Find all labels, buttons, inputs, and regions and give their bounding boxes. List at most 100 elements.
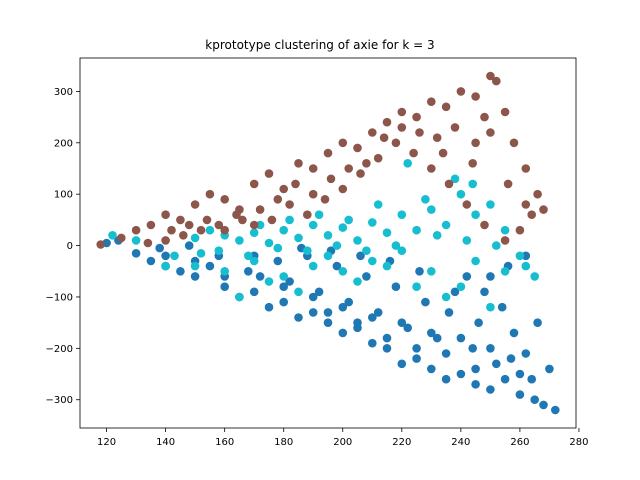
scatter-point-1-44	[412, 282, 421, 292]
scatter-point-0-40	[421, 297, 430, 307]
scatter-point-1-53	[391, 241, 401, 250]
scatter-point-0-52	[373, 308, 383, 317]
scatter-point-1-36	[220, 267, 229, 276]
scatter-point-0-13	[294, 313, 303, 322]
scatter-point-1-17	[397, 210, 407, 219]
scatter-point-2-39	[409, 148, 418, 158]
scatter-point-2-48	[249, 220, 259, 230]
x-tick-label-6: 240	[451, 437, 470, 448]
scatter-point-1-30	[397, 246, 407, 255]
scatter-point-2-40	[391, 138, 401, 148]
scatter-point-2-24	[456, 87, 466, 96]
scatter-point-2-12	[279, 184, 289, 194]
scatter-point-0-26	[486, 385, 495, 394]
scatter-point-1-41	[323, 251, 333, 261]
scatter-point-2-71	[220, 225, 229, 235]
scatter-point-2-56	[486, 128, 495, 137]
scatter-point-2-38	[427, 164, 436, 173]
scatter-point-2-2	[131, 225, 141, 235]
scatter-point-0-4	[161, 251, 170, 261]
x-tick-label-5: 220	[392, 437, 411, 448]
scatter-point-2-42	[356, 169, 365, 178]
scatter-point-0-8	[220, 282, 229, 292]
scatter-point-0-37	[480, 287, 489, 297]
scatter-point-0-16	[338, 328, 348, 338]
scatter-point-2-0	[96, 240, 105, 249]
scatter-point-0-82	[506, 354, 516, 363]
scatter-point-1-4	[205, 225, 215, 235]
scatter-point-1-13	[338, 223, 348, 232]
scatter-point-2-65	[326, 174, 336, 184]
scatter-point-2-3	[146, 220, 156, 230]
scatter-point-2-7	[205, 189, 215, 199]
points-layer	[96, 71, 560, 415]
scatter-point-2-41	[373, 153, 383, 163]
scatter-point-2-59	[432, 133, 442, 142]
scatter-point-0-6	[190, 272, 200, 281]
scatter-point-1-48	[450, 174, 460, 184]
scatter-point-1-2	[161, 261, 170, 271]
scatter-point-1-15	[368, 218, 377, 227]
scatter-point-2-32	[527, 210, 536, 219]
scatter-point-1-69	[521, 261, 531, 271]
scatter-point-2-27	[492, 76, 501, 86]
scatter-point-0-50	[432, 333, 442, 343]
scatter-point-0-67	[486, 272, 495, 281]
scatter-point-0-3	[146, 256, 156, 266]
scatter-point-1-61	[196, 249, 206, 258]
scatter-point-2-6	[190, 200, 200, 209]
scatter-point-2-26	[486, 71, 495, 81]
scatter-point-2-20	[397, 107, 407, 117]
scatter-point-0-84	[471, 364, 480, 374]
scatter-point-2-37	[444, 179, 454, 189]
scatter-point-2-45	[303, 210, 312, 219]
scatter-point-1-31	[368, 256, 377, 266]
scatter-point-0-23	[441, 374, 451, 384]
scatter-point-0-53	[344, 297, 354, 307]
scatter-point-0-39	[444, 308, 454, 317]
scatter-point-2-78	[468, 159, 478, 168]
chart-title: kprototype clustering of axie for k = 3	[205, 38, 434, 52]
scatter-point-1-42	[353, 277, 362, 286]
scatter-point-0-2	[131, 249, 141, 258]
scatter-point-1-32	[338, 267, 348, 276]
y-tick-label-5: 200	[54, 138, 73, 149]
scatter-point-1-21	[456, 189, 466, 199]
x-tick-label-2: 160	[215, 437, 234, 448]
scatter-point-2-21	[412, 112, 421, 122]
scatter-point-1-60	[170, 251, 179, 261]
scatter-point-1-9	[279, 225, 289, 235]
scatter-point-1-3	[190, 233, 200, 243]
scatter-point-0-85	[441, 349, 451, 358]
scatter-point-1-68	[492, 241, 501, 250]
scatter-point-2-46	[285, 200, 294, 209]
scatter-point-0-27	[500, 374, 510, 384]
x-tick-label-8: 280	[569, 437, 588, 448]
scatter-point-1-37	[190, 261, 200, 271]
scatter-point-2-62	[379, 133, 389, 142]
scatter-point-2-43	[338, 184, 348, 194]
scatter-point-1-39	[264, 277, 274, 286]
scatter-point-0-87	[382, 333, 392, 343]
scatter-point-1-25	[515, 251, 525, 261]
scatter-point-0-43	[332, 261, 342, 271]
scatter-point-2-49	[232, 210, 241, 219]
scatter-point-1-40	[294, 287, 303, 297]
scatter-point-0-76	[338, 302, 348, 312]
scatter-point-1-12	[323, 231, 333, 240]
scatter-point-0-22	[427, 364, 436, 374]
scatter-point-2-44	[320, 195, 330, 204]
scatter-point-1-67	[462, 236, 472, 245]
scatter-point-2-29	[509, 138, 519, 148]
scatter-point-0-60	[474, 318, 483, 328]
scatter-point-0-20	[397, 359, 407, 369]
scatter-point-1-55	[332, 241, 342, 250]
scatter-point-2-14	[308, 164, 318, 173]
scatter-point-0-64	[356, 251, 365, 261]
scatter-point-1-57	[273, 243, 283, 253]
scatter-point-0-69	[521, 251, 531, 261]
scatter-point-0-21	[412, 354, 421, 363]
scatter-point-1-34	[279, 272, 289, 281]
scatter-point-1-66	[373, 200, 383, 209]
